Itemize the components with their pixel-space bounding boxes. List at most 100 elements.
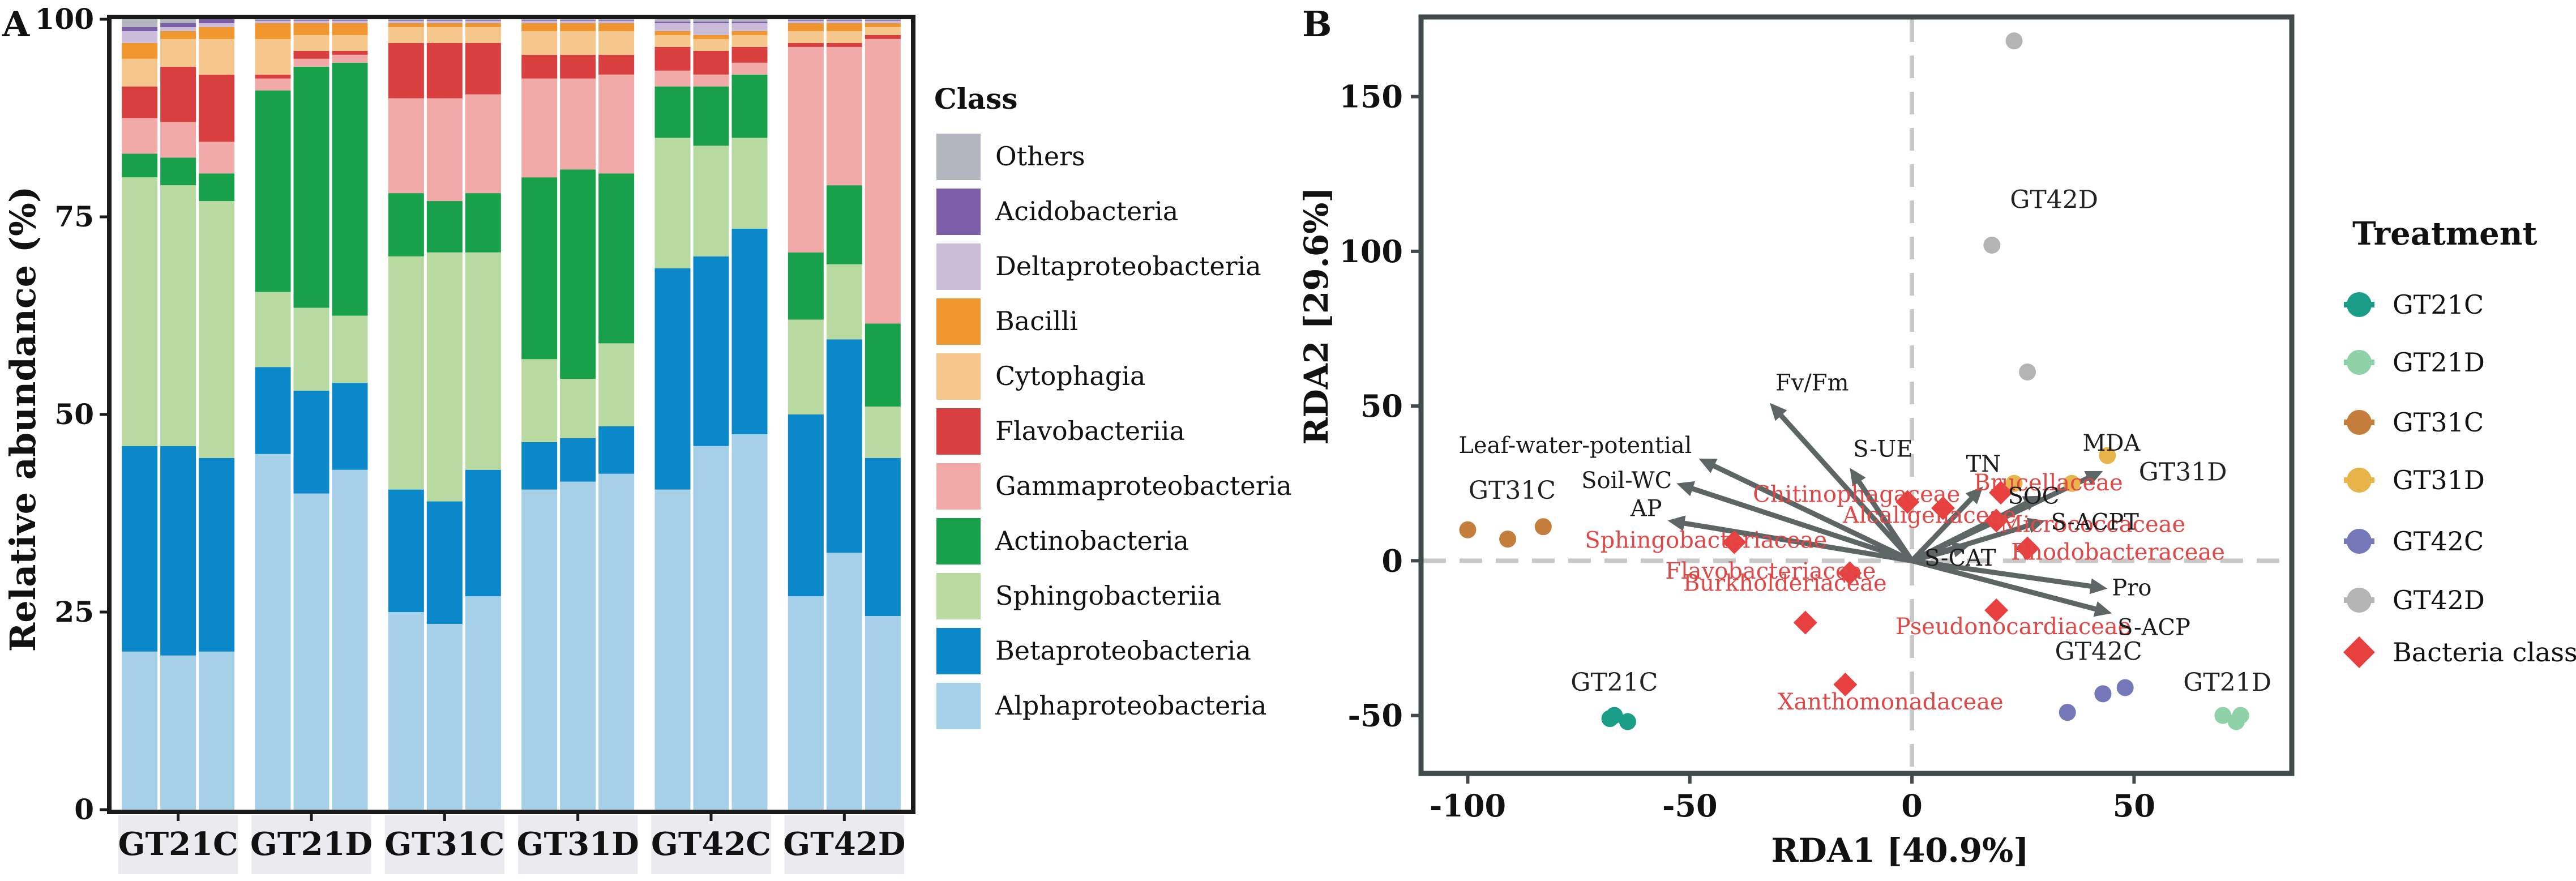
bar-segment-flavobacteriia bbox=[521, 54, 558, 79]
bar-segment-alphaproteobacteria bbox=[788, 596, 824, 810]
bar-segment-gammaproteobacteria bbox=[598, 74, 635, 174]
bar-segment-actinobacteria bbox=[521, 177, 558, 360]
y-tick-label: 0 bbox=[74, 793, 94, 826]
point-gt42c bbox=[2116, 679, 2134, 696]
point-gt21c bbox=[1601, 710, 1619, 728]
x-tick-label: -100 bbox=[1430, 788, 1506, 824]
bar-segment-cytophagia bbox=[865, 27, 901, 35]
treatment-legend: GT21C GT21D GT31C GT31D GT42C GT42D Bacteria c… bbox=[2343, 289, 2576, 668]
x-tick-label: 0 bbox=[1901, 788, 1923, 824]
arrow-label-mda: MDA bbox=[2082, 430, 2141, 456]
bar-segment-deltaproteobacteria bbox=[122, 31, 158, 43]
bacteria-label-alcaligenaceae: Alcaligenaceae bbox=[1842, 502, 2016, 528]
bar-segment-flavobacteriia bbox=[865, 35, 901, 39]
y-tick-label: 75 bbox=[54, 200, 94, 233]
y-tick-label: 0 bbox=[1381, 542, 1403, 579]
bar-segment-cytophagia bbox=[693, 39, 729, 51]
bar-segment-sphingobacteriia bbox=[731, 138, 768, 229]
bar-segment-betaproteobacteria bbox=[122, 446, 158, 652]
arrow-label-leaf-water-potential: Leaf-water-potential bbox=[1458, 433, 1692, 459]
point-gt31c bbox=[1534, 518, 1552, 536]
legend-label-gt31d: GT31D bbox=[2393, 465, 2485, 495]
legend-swatch-deltaproteobacteria bbox=[936, 243, 981, 290]
bacteria-label-flavobacteriaceae: Flavobacteriaceae bbox=[1665, 558, 1876, 584]
x-group-label: GT42D bbox=[783, 826, 905, 863]
bar-segment-bacilli bbox=[654, 31, 691, 35]
panel-b: B RDA2 [29.6%] RDA1 [40.9%] GT21C GT21DGT… bbox=[1297, 3, 2576, 870]
bar-segment-deltaproteobacteria bbox=[293, 20, 330, 23]
point-gt21d bbox=[2214, 707, 2232, 724]
bacteria-marker-chitinophagaceae bbox=[1895, 490, 1920, 514]
panel-a: A Relative abundance (%) 0 25 50 75 100 GT21… bbox=[2, 2, 1292, 874]
bar-segment-sphingobacteriia bbox=[654, 138, 691, 268]
legend-label-alphaproteobacteria: Alphaproteobacteria bbox=[995, 690, 1266, 721]
bar-segment-gammaproteobacteria bbox=[788, 46, 824, 253]
bar-segment-cytophagia bbox=[122, 58, 158, 87]
y-tick-label: 100 bbox=[35, 2, 94, 36]
bar-segment-actinobacteria bbox=[332, 62, 368, 316]
bar-segment-betaproteobacteria bbox=[521, 442, 558, 490]
bar-segment-actinobacteria bbox=[465, 193, 501, 253]
legend-marker-gt31d bbox=[2347, 468, 2372, 493]
bar-segment-bacilli bbox=[788, 23, 824, 31]
bar-segment-alphaproteobacteria bbox=[332, 469, 368, 810]
bar-segment-alphaproteobacteria bbox=[465, 596, 501, 810]
arrow-head-s-cat bbox=[1951, 542, 1970, 558]
panel-b-label: B bbox=[1302, 3, 1332, 45]
bar-segment-sphingobacteriia bbox=[426, 252, 463, 502]
arrow-s-ue bbox=[1856, 479, 1915, 563]
legend-label-actinobacteria: Actinobacteria bbox=[995, 525, 1189, 556]
bar-segment-bacilli bbox=[560, 23, 596, 31]
bar-segment-cytophagia bbox=[731, 35, 768, 47]
bar-segment-sphingobacteriia bbox=[521, 359, 558, 442]
bar-segment-others bbox=[465, 19, 501, 20]
bar-segment-others bbox=[521, 19, 558, 20]
bar-segment-actinobacteria bbox=[598, 173, 635, 344]
bar-segment-others bbox=[826, 19, 862, 20]
bar-segment-gammaproteobacteria bbox=[465, 94, 501, 194]
bacteria-marker-xanthomonadaceae bbox=[1833, 672, 1858, 696]
bar-segment-actinobacteria bbox=[293, 66, 330, 308]
bacteria-label-burkholderiaceae: Burkholderiaceae bbox=[1683, 571, 1887, 597]
bar-segment-others bbox=[255, 19, 291, 20]
bar-segment-flavobacteriia bbox=[693, 50, 729, 75]
bar-segment-alphaproteobacteria bbox=[560, 481, 596, 810]
bar-segment-cytophagia bbox=[560, 31, 596, 55]
bar-segment-flavobacteriia bbox=[598, 54, 635, 75]
bacteria-marker-sphingobacteriaceae bbox=[1722, 530, 1747, 554]
legend-label-bacteria-class: Bacteria class bbox=[2393, 637, 2576, 668]
bar-segment-betaproteobacteria bbox=[255, 367, 291, 454]
bar-segment-actinobacteria bbox=[826, 185, 862, 264]
arrow-head-s-ue bbox=[1850, 468, 1866, 487]
x-group-box bbox=[651, 815, 771, 874]
bar-segment-actinobacteria bbox=[560, 169, 596, 379]
bar-segment-cytophagia bbox=[199, 39, 235, 75]
arrow-head-tn bbox=[1965, 486, 1983, 504]
panel-a-label: A bbox=[2, 3, 30, 45]
bar-segment-bacilli bbox=[388, 23, 424, 27]
bar-segment-actinobacteria bbox=[426, 201, 463, 253]
arrow-ap bbox=[1681, 520, 1915, 563]
x-tick-label: -50 bbox=[1662, 788, 1718, 824]
arrow-fv-fm bbox=[1778, 413, 1915, 563]
treatment-legend-title: Treatment bbox=[2352, 215, 2537, 253]
bar-segment-flavobacteriia bbox=[826, 42, 862, 47]
bar-segment-others bbox=[122, 19, 158, 27]
bar-segment-gammaproteobacteria bbox=[693, 74, 729, 87]
bar-segment-flavobacteriia bbox=[465, 42, 501, 95]
bar-segment-gammaproteobacteria bbox=[388, 98, 424, 194]
class-legend: Others Acidobacteria Deltaproteobacteria Ba… bbox=[936, 134, 1292, 729]
legend-swatch-sphingobacteriia bbox=[936, 573, 981, 619]
y-tick-label: 150 bbox=[1339, 79, 1403, 115]
bar-segment-cytophagia bbox=[465, 27, 501, 43]
bar-segment-bacilli bbox=[865, 23, 901, 27]
legend-marker-gt42c bbox=[2347, 529, 2372, 554]
legend-swatch-cytophagia bbox=[936, 353, 981, 400]
bar-segment-others bbox=[293, 19, 330, 20]
bar-segment-gammaproteobacteria bbox=[654, 70, 691, 87]
bar-segment-sphingobacteriia bbox=[826, 264, 862, 340]
bar-segment-betaproteobacteria bbox=[465, 469, 501, 597]
bar-segment-others bbox=[865, 19, 901, 20]
bar-segment-deltaproteobacteria bbox=[598, 20, 635, 23]
